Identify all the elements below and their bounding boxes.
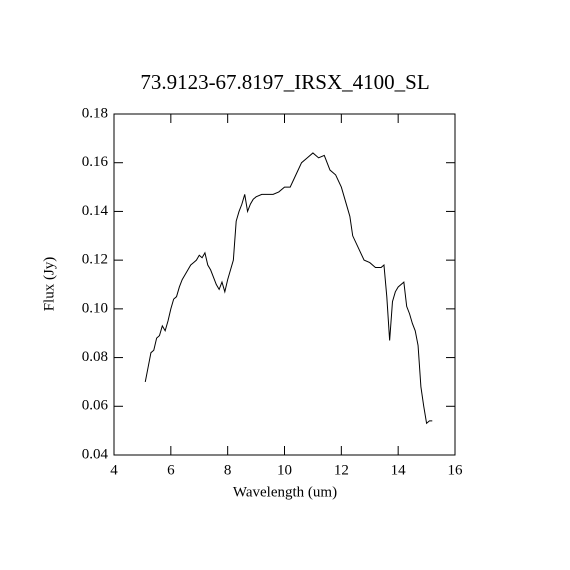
x-tick-label: 8 xyxy=(224,462,232,478)
y-tick-label: 0.08 xyxy=(82,349,108,365)
y-tick-label: 0.18 xyxy=(82,105,108,121)
y-tick-label: 0.14 xyxy=(82,203,109,219)
x-tick-label: 16 xyxy=(448,462,464,478)
x-tick-label: 6 xyxy=(167,462,175,478)
spectrum-line xyxy=(144,152,433,425)
x-tick-label: 4 xyxy=(110,462,118,478)
x-tick-label: 14 xyxy=(391,462,407,478)
y-tick-label: 0.16 xyxy=(82,154,109,170)
y-tick-label: 0.06 xyxy=(82,398,109,414)
chart-title: 73.9123-67.8197_IRSX_4100_SL xyxy=(140,70,429,94)
y-tick-label: 0.12 xyxy=(82,252,108,268)
y-tick-label: 0.10 xyxy=(82,300,108,316)
y-tick-label: 0.04 xyxy=(82,446,109,462)
x-tick-label: 10 xyxy=(277,462,292,478)
x-axis-label: Wavelength (um) xyxy=(233,484,337,500)
x-tick-label: 12 xyxy=(334,462,349,478)
y-axis-label: Flux (Jy) xyxy=(41,257,57,312)
